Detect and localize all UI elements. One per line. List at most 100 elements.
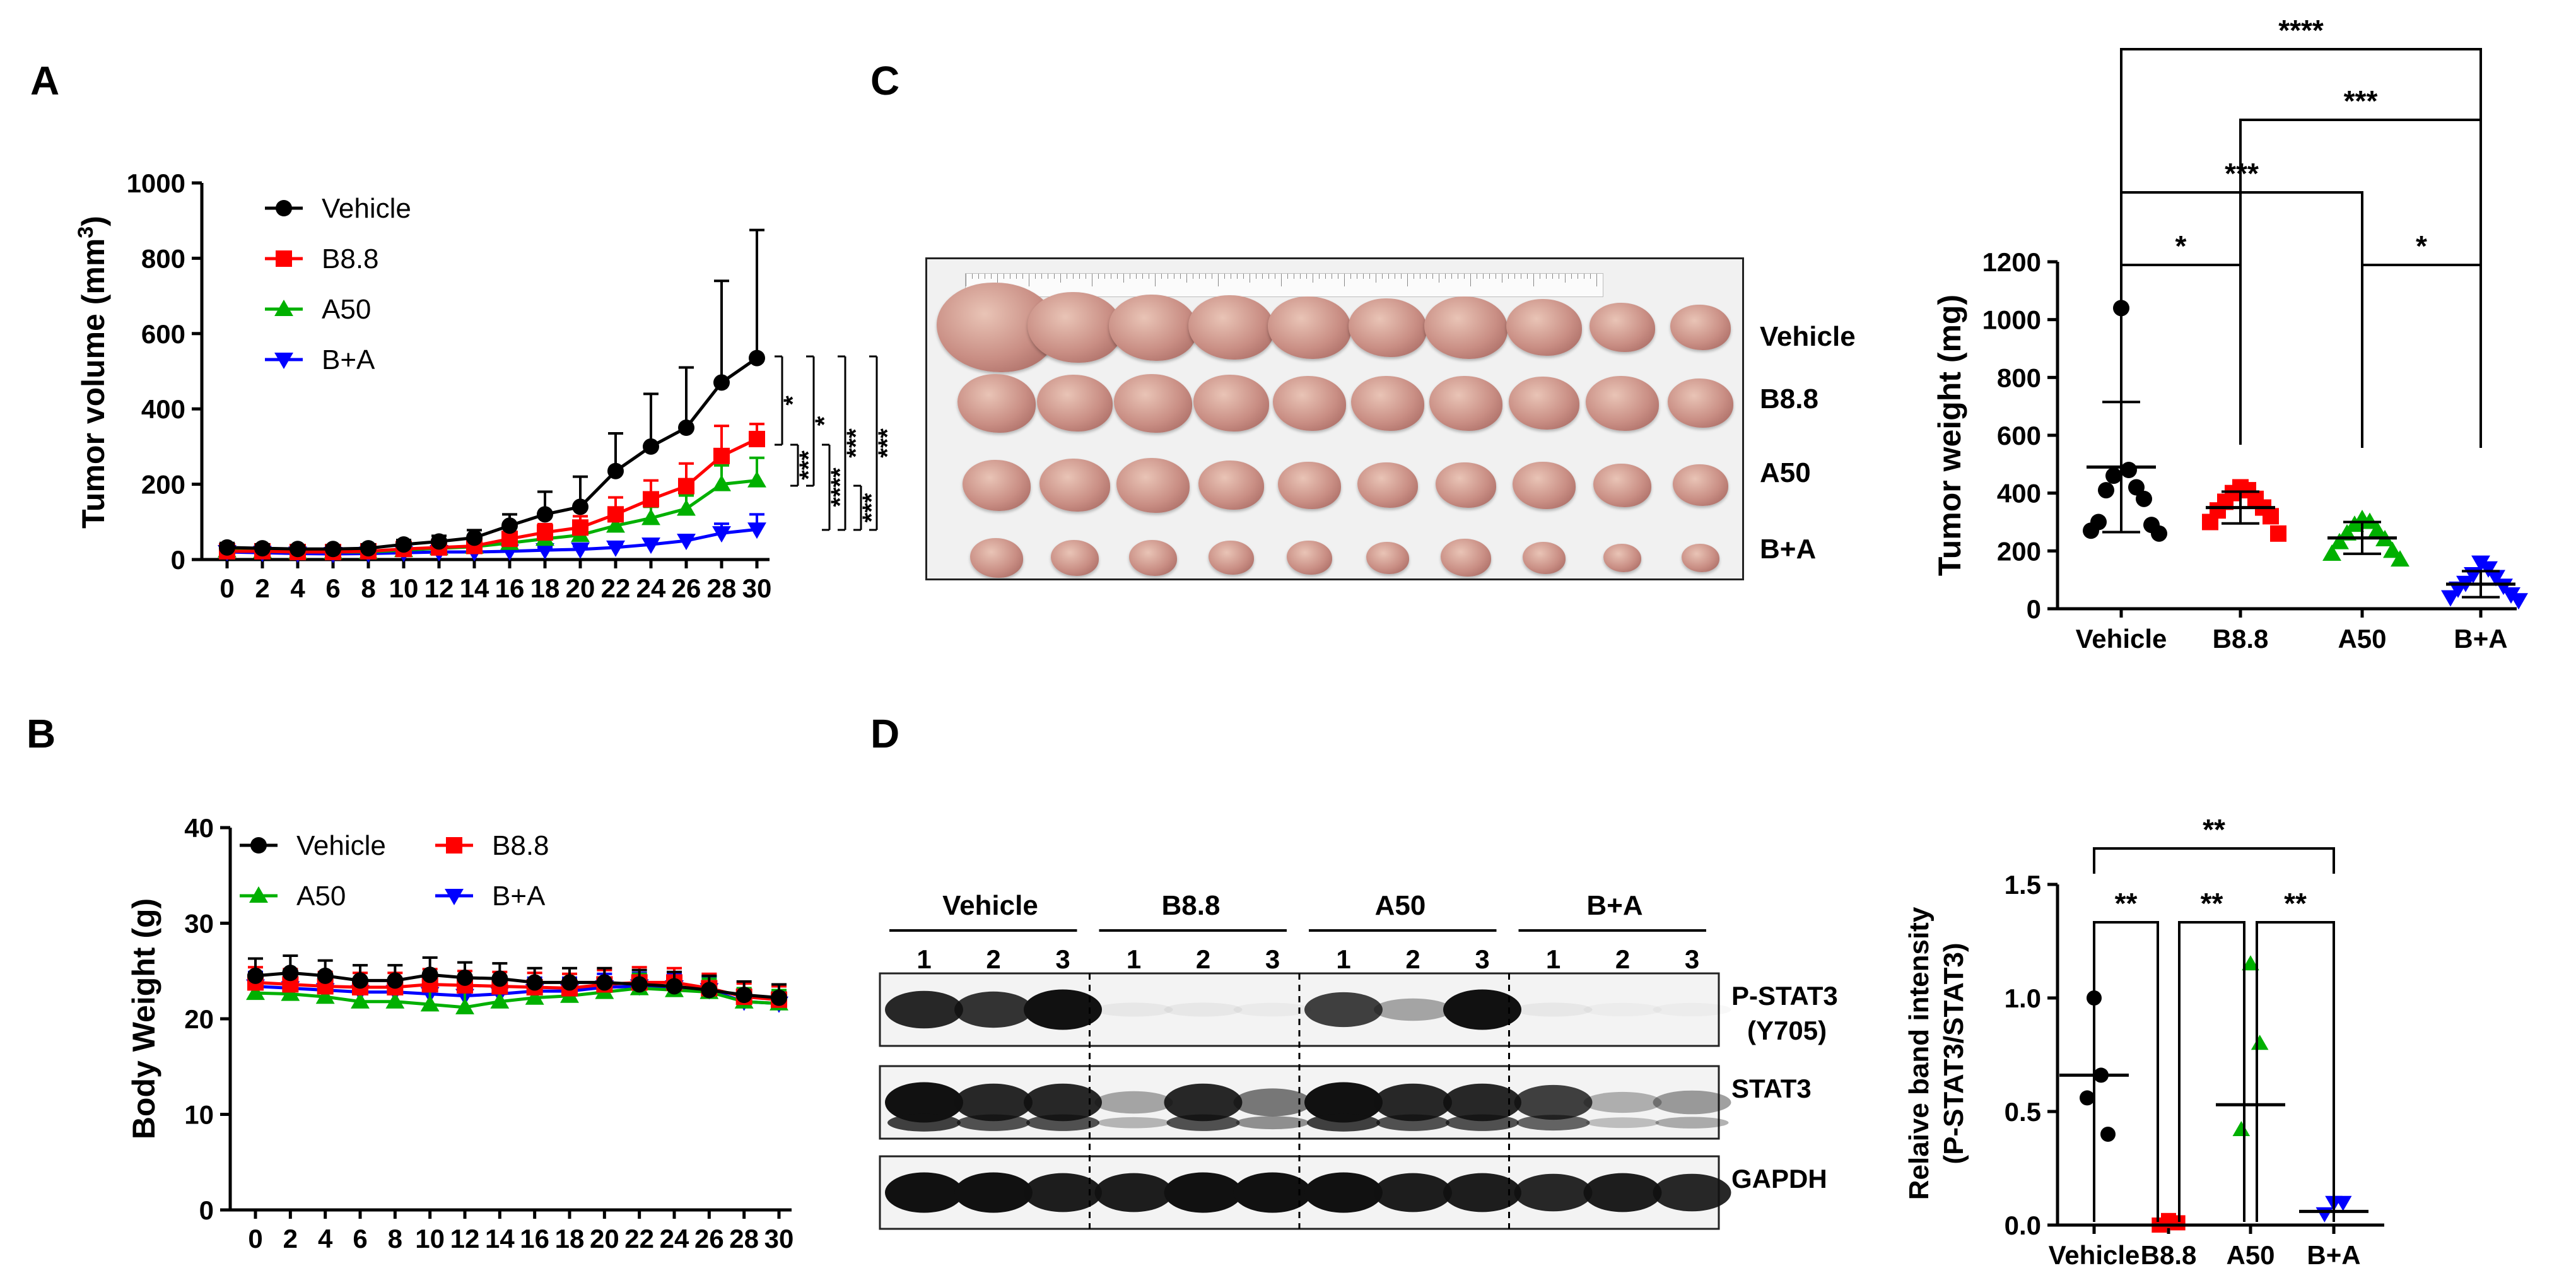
tumor-sample xyxy=(1673,464,1728,506)
data-point xyxy=(490,992,510,1009)
tumor-sample xyxy=(1586,375,1659,431)
x-tick-label: 2 xyxy=(255,573,269,603)
data-point xyxy=(713,374,730,391)
data-point xyxy=(537,524,553,541)
photo-row-label: A50 xyxy=(1760,457,1811,488)
data-point xyxy=(351,992,370,1009)
y-tick-label: 800 xyxy=(141,244,185,273)
legend-label: A50 xyxy=(296,881,346,912)
legend-marker xyxy=(276,250,292,267)
data-point xyxy=(2121,462,2137,478)
legend-label: A50 xyxy=(322,294,371,325)
y-tick-label: 600 xyxy=(1997,421,2041,450)
sig-label: *** xyxy=(2344,85,2378,117)
legend-label: B8.8 xyxy=(492,830,549,861)
y-tick-label: 1.0 xyxy=(2005,983,2041,1013)
blot-group-label: Vehicle xyxy=(942,890,1038,921)
data-point xyxy=(387,972,404,989)
blot-band xyxy=(1653,1173,1731,1212)
data-point xyxy=(421,966,438,983)
blot-band xyxy=(1164,1002,1243,1017)
x-tick-label: 16 xyxy=(495,573,525,603)
data-point xyxy=(246,983,265,1000)
data-point xyxy=(2383,541,2402,558)
blot-group-label: B+A xyxy=(1586,890,1642,921)
y-tick-label: 20 xyxy=(184,1004,214,1034)
ruler-tick xyxy=(1369,274,1370,279)
data-point xyxy=(2251,1035,2269,1050)
data-point xyxy=(2136,490,2152,507)
ruler-tick xyxy=(1489,274,1490,279)
ruler-tick xyxy=(1388,274,1389,279)
data-point xyxy=(677,534,696,551)
ruler-tick xyxy=(1401,274,1402,279)
data-point xyxy=(2202,513,2218,531)
tumor-sample xyxy=(1668,378,1733,428)
data-point xyxy=(749,430,765,447)
data-point xyxy=(677,499,696,516)
sig-label: * xyxy=(2175,230,2187,262)
data-point xyxy=(571,542,590,559)
y-tick-label: 200 xyxy=(1997,536,2041,566)
data-point xyxy=(466,529,483,546)
data-point xyxy=(607,506,624,523)
data-point xyxy=(325,541,341,558)
blot-band-lower xyxy=(1097,1117,1171,1129)
tumor-sample xyxy=(1590,303,1655,352)
tumor-sample xyxy=(1523,541,1566,574)
x-tick-label: 16 xyxy=(520,1224,549,1253)
y-axis-title: Body Weight (g) xyxy=(126,898,161,1139)
sig-bracket xyxy=(2093,921,2159,1222)
ruler-tick xyxy=(991,274,992,279)
ruler-tick xyxy=(1205,274,1206,279)
data-point xyxy=(385,992,405,1009)
blot-band-lower xyxy=(1236,1116,1309,1130)
data-point xyxy=(596,974,613,991)
data-point xyxy=(712,526,731,543)
data-point xyxy=(2509,593,2528,610)
tumor-sample xyxy=(1051,539,1099,576)
data-point xyxy=(247,967,264,984)
data-point xyxy=(747,522,766,539)
blot-band xyxy=(1094,1091,1173,1114)
y-tick-label: 10 xyxy=(184,1100,214,1130)
data-point xyxy=(2128,479,2145,496)
blot-band xyxy=(1024,1173,1102,1212)
ruler-tick xyxy=(1445,274,1446,279)
blot-band xyxy=(1584,1003,1662,1016)
ruler-tick xyxy=(1243,274,1244,279)
data-point xyxy=(2105,467,2122,484)
x-tick-label: 20 xyxy=(566,573,595,603)
ruler-tick xyxy=(1596,274,1597,286)
x-tick-label: Vehicle xyxy=(2076,624,2167,654)
photo-row-label: Vehicle xyxy=(1760,321,1856,352)
ruler-tick xyxy=(972,274,973,279)
data-point xyxy=(2100,1127,2116,1142)
data-point xyxy=(572,519,588,536)
data-point xyxy=(315,987,335,1004)
data-point xyxy=(219,539,235,556)
ruler-tick xyxy=(1123,274,1124,283)
blot-band xyxy=(885,1082,963,1123)
sig-label: **** xyxy=(2278,14,2324,47)
series-line xyxy=(226,356,758,551)
data-point xyxy=(455,997,474,1014)
blot-band xyxy=(954,1172,1033,1213)
series-line xyxy=(226,527,758,556)
tumor-sample xyxy=(1129,539,1177,576)
legend-label: B8.8 xyxy=(322,244,379,274)
legend-marker xyxy=(274,352,293,369)
blot-band xyxy=(1443,1173,1521,1212)
legend-label: Vehicle xyxy=(296,830,386,861)
ruler-tick xyxy=(1136,274,1137,279)
x-tick-label: 22 xyxy=(601,573,631,603)
ruler-tick xyxy=(1527,274,1528,279)
blot-band xyxy=(1583,1091,1662,1113)
sig-label: *** xyxy=(2225,157,2259,190)
group-A50 xyxy=(2216,955,2285,1136)
sig-label: * xyxy=(779,396,807,406)
data-point xyxy=(457,969,473,986)
data-point xyxy=(2334,1195,2352,1211)
ruler-tick xyxy=(1199,274,1200,279)
